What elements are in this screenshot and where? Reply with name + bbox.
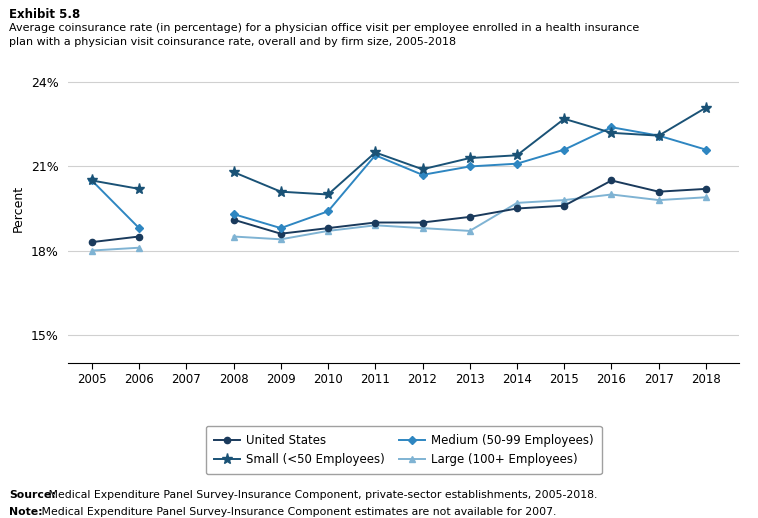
Text: Note:: Note: (9, 507, 42, 516)
Text: Medical Expenditure Panel Survey-Insurance Component, private-sector establishme: Medical Expenditure Panel Survey-Insuran… (45, 490, 598, 499)
Text: plan with a physician visit coinsurance rate, overall and by firm size, 2005-201: plan with a physician visit coinsurance … (9, 37, 456, 47)
Text: Average coinsurance rate (in percentage) for a physician office visit per employ: Average coinsurance rate (in percentage)… (9, 23, 639, 33)
Text: Medical Expenditure Panel Survey-Insurance Component estimates are not available: Medical Expenditure Panel Survey-Insuran… (38, 507, 556, 516)
Text: Source:: Source: (9, 490, 56, 499)
Legend: United States, Small (<50 Employees), Medium (50-99 Employees), Large (100+ Empl: United States, Small (<50 Employees), Me… (205, 425, 602, 474)
Text: Exhibit 5.8: Exhibit 5.8 (9, 8, 80, 21)
Y-axis label: Percent: Percent (12, 185, 25, 232)
